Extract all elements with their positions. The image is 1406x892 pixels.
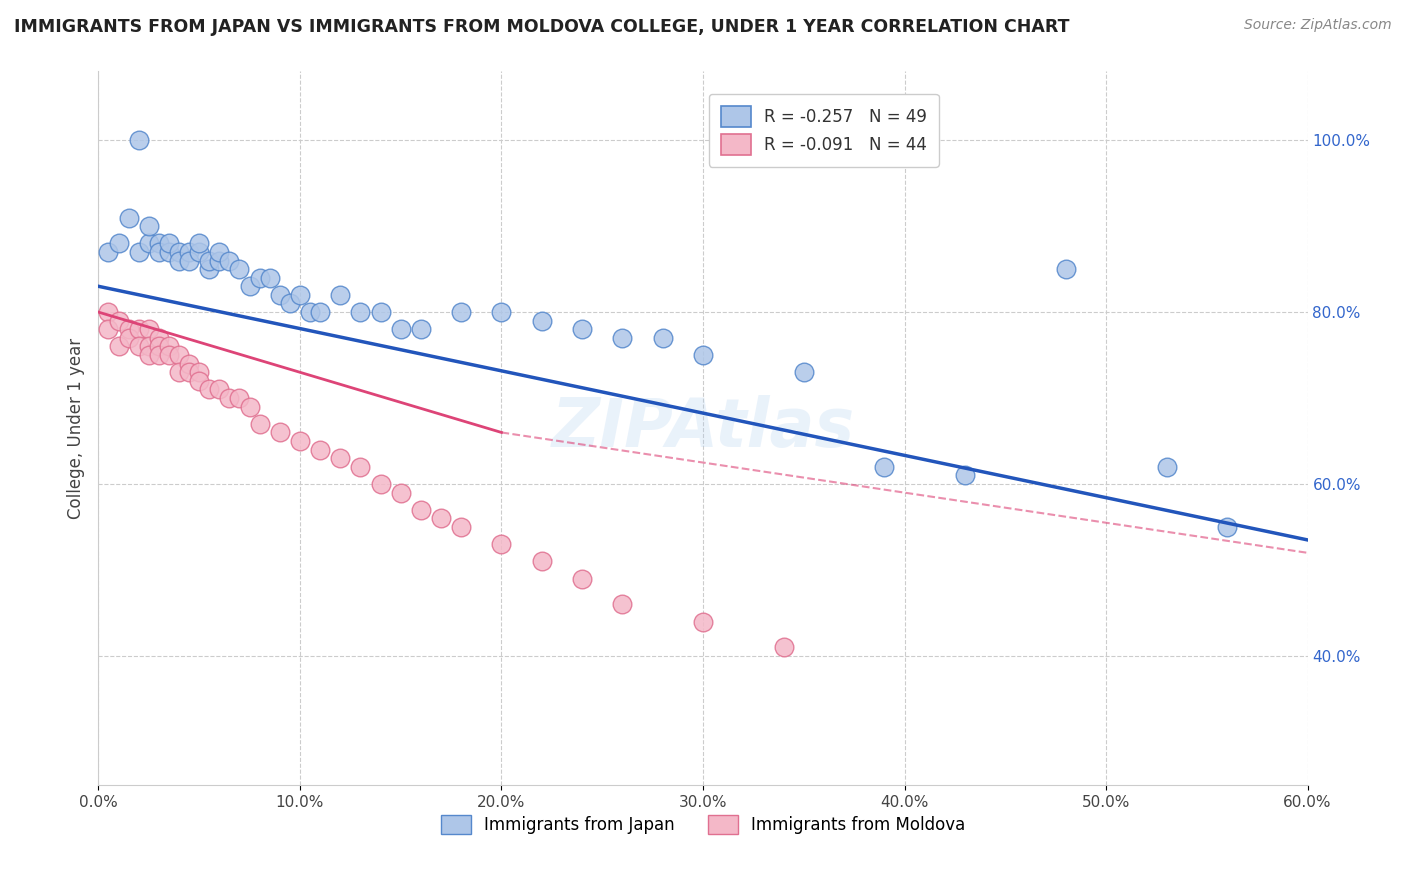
Point bbox=[329, 451, 352, 466]
Point bbox=[208, 383, 231, 397]
Point bbox=[188, 365, 211, 379]
Point bbox=[138, 348, 160, 362]
Point bbox=[107, 314, 129, 328]
Y-axis label: College, Under 1 year: College, Under 1 year bbox=[66, 337, 84, 519]
Point bbox=[157, 244, 180, 259]
Point bbox=[349, 305, 371, 319]
Point bbox=[188, 236, 211, 251]
Point bbox=[651, 331, 673, 345]
Point bbox=[128, 244, 150, 259]
Point bbox=[269, 288, 291, 302]
Point bbox=[208, 244, 231, 259]
Point bbox=[128, 133, 150, 147]
Point bbox=[1156, 459, 1178, 474]
Point bbox=[118, 322, 141, 336]
Point bbox=[179, 253, 201, 268]
Point bbox=[612, 331, 634, 345]
Point bbox=[772, 640, 794, 655]
Point bbox=[269, 425, 291, 440]
Text: ZIPAtlas: ZIPAtlas bbox=[551, 395, 855, 461]
Point bbox=[409, 503, 432, 517]
Point bbox=[491, 305, 513, 319]
Point bbox=[179, 357, 201, 371]
Point bbox=[450, 305, 472, 319]
Point bbox=[491, 537, 513, 551]
Point bbox=[157, 236, 180, 251]
Point bbox=[138, 339, 160, 353]
Point bbox=[97, 305, 120, 319]
Point bbox=[167, 365, 190, 379]
Point bbox=[188, 244, 211, 259]
Point bbox=[148, 331, 170, 345]
Point bbox=[430, 511, 453, 525]
Point bbox=[259, 270, 281, 285]
Point bbox=[198, 262, 221, 277]
Point bbox=[309, 442, 332, 457]
Text: Source: ZipAtlas.com: Source: ZipAtlas.com bbox=[1244, 18, 1392, 32]
Point bbox=[370, 477, 392, 491]
Point bbox=[288, 288, 311, 302]
Point bbox=[148, 339, 170, 353]
Point bbox=[571, 572, 593, 586]
Point bbox=[179, 365, 201, 379]
Point bbox=[389, 322, 412, 336]
Point bbox=[167, 244, 190, 259]
Point bbox=[953, 468, 976, 483]
Point bbox=[1054, 262, 1077, 277]
Point bbox=[249, 417, 271, 431]
Point bbox=[530, 554, 553, 568]
Point bbox=[530, 314, 553, 328]
Point bbox=[118, 331, 141, 345]
Point bbox=[389, 485, 412, 500]
Point bbox=[157, 348, 180, 362]
Point bbox=[329, 288, 352, 302]
Point bbox=[239, 400, 262, 414]
Point bbox=[167, 348, 190, 362]
Point bbox=[188, 374, 211, 388]
Point bbox=[370, 305, 392, 319]
Point bbox=[873, 459, 896, 474]
Point bbox=[692, 348, 714, 362]
Point bbox=[450, 520, 472, 534]
Point bbox=[249, 270, 271, 285]
Point bbox=[148, 348, 170, 362]
Point bbox=[309, 305, 332, 319]
Point bbox=[97, 244, 120, 259]
Point bbox=[692, 615, 714, 629]
Point bbox=[1216, 520, 1239, 534]
Text: IMMIGRANTS FROM JAPAN VS IMMIGRANTS FROM MOLDOVA COLLEGE, UNDER 1 YEAR CORRELATI: IMMIGRANTS FROM JAPAN VS IMMIGRANTS FROM… bbox=[14, 18, 1070, 36]
Point bbox=[138, 322, 160, 336]
Point bbox=[138, 219, 160, 233]
Point bbox=[167, 253, 190, 268]
Point bbox=[128, 322, 150, 336]
Point bbox=[278, 296, 301, 310]
Point bbox=[148, 236, 170, 251]
Point bbox=[148, 244, 170, 259]
Point bbox=[299, 305, 322, 319]
Point bbox=[97, 322, 120, 336]
Point bbox=[612, 598, 634, 612]
Point bbox=[138, 236, 160, 251]
Point bbox=[107, 236, 129, 251]
Point bbox=[793, 365, 815, 379]
Point bbox=[157, 339, 180, 353]
Point bbox=[409, 322, 432, 336]
Point bbox=[198, 383, 221, 397]
Point bbox=[208, 253, 231, 268]
Point bbox=[571, 322, 593, 336]
Legend: Immigrants from Japan, Immigrants from Moldova: Immigrants from Japan, Immigrants from M… bbox=[434, 808, 972, 841]
Point bbox=[239, 279, 262, 293]
Point bbox=[228, 391, 250, 405]
Point bbox=[218, 391, 240, 405]
Point bbox=[288, 434, 311, 448]
Point bbox=[179, 244, 201, 259]
Point bbox=[107, 339, 129, 353]
Point bbox=[128, 339, 150, 353]
Point bbox=[349, 459, 371, 474]
Point bbox=[118, 211, 141, 225]
Point bbox=[228, 262, 250, 277]
Point bbox=[198, 253, 221, 268]
Point bbox=[218, 253, 240, 268]
